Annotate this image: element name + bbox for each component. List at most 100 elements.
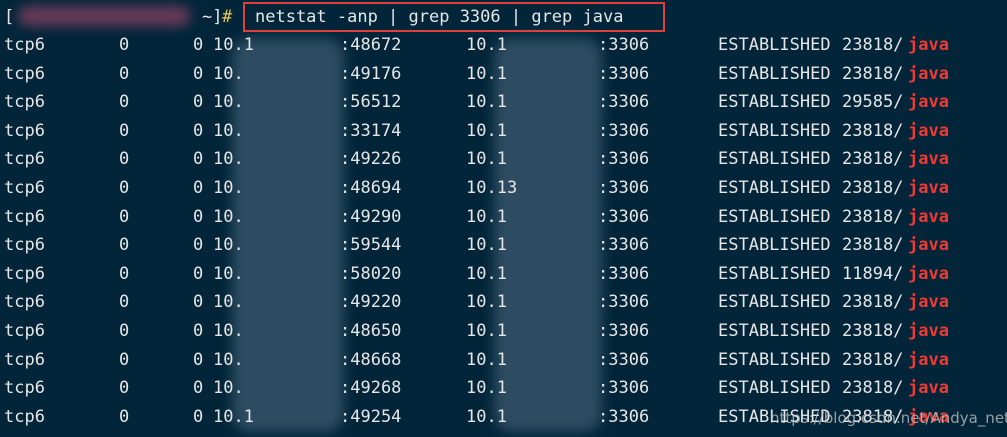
state: ESTABLISHED — [718, 63, 831, 84]
state: ESTABLISHED — [718, 235, 831, 256]
local-address: 10. — [213, 349, 244, 370]
state: ESTABLISHED — [718, 149, 831, 170]
local-address: 10. — [213, 235, 244, 256]
program: java — [908, 292, 949, 313]
recv-q: 0 — [119, 263, 130, 284]
foreign-address: 10.1 — [466, 149, 507, 170]
state: ESTABLISHED — [718, 92, 831, 113]
local-port: :58020 — [340, 263, 402, 284]
local-address: 10. — [213, 92, 244, 113]
local-port: :49220 — [340, 292, 402, 313]
state: ESTABLISHED — [718, 35, 831, 55]
foreign-port: :3306 — [598, 92, 650, 113]
pid: 23818/ — [842, 35, 904, 55]
recv-q: 0 — [119, 349, 130, 370]
local-port: :49176 — [340, 63, 402, 84]
foreign-port: :3306 — [598, 206, 650, 227]
foreign-port: :3306 — [598, 120, 650, 141]
send-q: 0 — [193, 378, 204, 399]
send-q: 0 — [193, 292, 204, 313]
local-address: 10. — [213, 178, 244, 198]
prompt-sign: # — [222, 7, 233, 27]
foreign-port: :3306 — [598, 35, 650, 55]
state: ESTABLISHED — [718, 263, 831, 284]
pid: 23818/ — [842, 349, 904, 370]
send-q: 0 — [193, 120, 204, 141]
local-port: :48672 — [340, 35, 402, 55]
program: java — [908, 263, 949, 284]
proto: tcp6 — [4, 263, 45, 284]
recv-q: 0 — [119, 92, 130, 113]
foreign-port: :3306 — [598, 263, 650, 284]
recv-q: 0 — [119, 178, 130, 198]
proto: tcp6 — [4, 178, 45, 198]
foreign-address: 10.1 — [466, 378, 507, 399]
state: ESTABLISHED — [718, 378, 831, 399]
pid: 23818/ — [842, 120, 904, 141]
proto: tcp6 — [4, 92, 45, 113]
foreign-port: :3306 — [598, 235, 650, 256]
state: ESTABLISHED — [718, 406, 831, 427]
recv-q: 0 — [119, 35, 130, 55]
proto: tcp6 — [4, 149, 45, 170]
state: ESTABLISHED — [718, 120, 831, 141]
state: ESTABLISHED — [718, 321, 831, 341]
foreign-address: 10.1 — [466, 63, 507, 84]
program: java — [908, 35, 949, 55]
foreign-port: :3306 — [598, 292, 650, 313]
command-highlight — [243, 2, 665, 32]
program: java — [908, 178, 949, 198]
proto: tcp6 — [4, 406, 45, 427]
foreign-address: 10.1 — [466, 235, 507, 256]
foreign-port: :3306 — [598, 321, 650, 341]
local-address: 10. — [213, 292, 244, 313]
program: java — [908, 349, 949, 370]
local-port: :48650 — [340, 321, 402, 341]
state: ESTABLISHED — [718, 206, 831, 227]
proto: tcp6 — [4, 378, 45, 399]
foreign-address: 10.1 — [466, 120, 507, 141]
send-q: 0 — [193, 321, 204, 341]
foreign-port: :3306 — [598, 178, 650, 198]
proto: tcp6 — [4, 292, 45, 313]
local-address: 10. — [213, 206, 244, 227]
proto: tcp6 — [4, 206, 45, 227]
recv-q: 0 — [119, 378, 130, 399]
foreign-port: :3306 — [598, 149, 650, 170]
pid: 23818/ — [842, 63, 904, 84]
prompt-close: ~] — [202, 7, 223, 27]
program: java — [908, 63, 949, 84]
state: ESTABLISHED — [718, 349, 831, 370]
send-q: 0 — [193, 63, 204, 84]
recv-q: 0 — [119, 235, 130, 256]
proto: tcp6 — [4, 235, 45, 256]
redaction — [232, 38, 344, 432]
watermark: https://blog.csdn.net/Andya_net — [770, 409, 1007, 427]
local-port: :59544 — [340, 235, 402, 256]
redaction — [494, 38, 602, 432]
pid: 23818/ — [842, 292, 904, 313]
local-address: 10. — [213, 120, 244, 141]
recv-q: 0 — [119, 63, 130, 84]
foreign-address: 10.1 — [466, 92, 507, 113]
program: java — [908, 120, 949, 141]
pid: 23818/ — [842, 149, 904, 170]
state: ESTABLISHED — [718, 178, 831, 198]
program: java — [908, 149, 949, 170]
foreign-address: 10.1 — [466, 292, 507, 313]
program: java — [908, 235, 949, 256]
local-port: :56512 — [340, 92, 402, 113]
redaction — [18, 6, 190, 26]
proto: tcp6 — [4, 321, 45, 341]
proto: tcp6 — [4, 63, 45, 84]
send-q: 0 — [193, 178, 204, 198]
local-port: :49254 — [340, 406, 402, 427]
foreign-address: 10.1 — [466, 263, 507, 284]
send-q: 0 — [193, 206, 204, 227]
proto: tcp6 — [4, 349, 45, 370]
recv-q: 0 — [119, 321, 130, 341]
foreign-address: 10.1 — [466, 321, 507, 341]
prompt-open: [ — [4, 7, 15, 27]
program: java — [908, 206, 949, 227]
